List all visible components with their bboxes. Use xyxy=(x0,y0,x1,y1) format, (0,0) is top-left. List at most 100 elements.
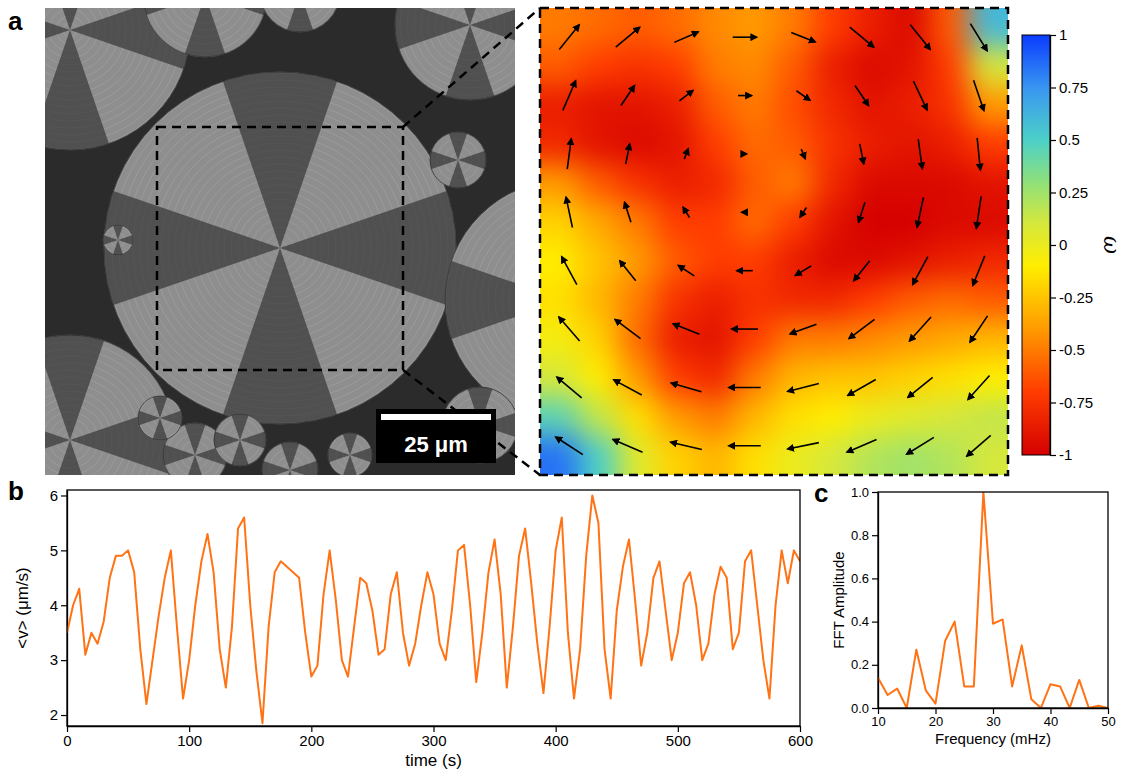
heatmap-cell xyxy=(969,47,1008,87)
spherulite-disc xyxy=(430,132,486,188)
heatmap-cell xyxy=(657,358,697,398)
tick: 2 xyxy=(50,706,67,723)
extinction-cross xyxy=(153,396,167,418)
heatmap-cell xyxy=(735,397,775,437)
spherulite xyxy=(260,8,340,32)
spherulite-disc xyxy=(45,335,175,475)
tick-label: 0.2 xyxy=(851,657,869,672)
spherulite xyxy=(262,442,318,475)
heatmap-cell xyxy=(891,436,931,475)
tick: 0.6 xyxy=(851,571,878,586)
tick-label: -0.75 xyxy=(1059,394,1093,411)
heatmap-cell xyxy=(969,436,1008,475)
tick: 0 xyxy=(63,726,71,749)
heatmap-cell xyxy=(774,358,814,398)
tick: 5 xyxy=(50,542,67,559)
extinction-cross xyxy=(449,160,467,188)
heatmap-cell xyxy=(696,436,736,475)
tick-label: 0.25 xyxy=(1059,184,1088,201)
tick-label: 1.0 xyxy=(851,485,869,500)
heatmap-cell xyxy=(774,164,814,204)
tick-mark xyxy=(61,495,67,496)
tick-mark xyxy=(1050,35,1056,36)
extinction-cross xyxy=(328,448,350,462)
heatmap-cell xyxy=(813,358,853,398)
heatmap-cell xyxy=(540,164,580,204)
heatmap-cell xyxy=(852,358,892,398)
plot-area xyxy=(878,492,1108,708)
spherulite-disc xyxy=(214,414,266,466)
tick: 0.5 xyxy=(1050,131,1080,148)
tick-label: 50 xyxy=(1101,714,1115,729)
heatmap-cell xyxy=(969,397,1008,437)
heatmap-cell xyxy=(891,397,931,437)
velocity-arrow xyxy=(737,270,753,272)
data-line xyxy=(67,495,800,723)
tick-label: 4 xyxy=(50,597,58,614)
tick-mark xyxy=(872,708,878,709)
velocity-arrow xyxy=(679,90,693,100)
heatmap-cell xyxy=(657,203,697,243)
heatmap-cell xyxy=(540,86,580,126)
tick-label: 0.6 xyxy=(851,571,869,586)
extinction-cross xyxy=(281,442,299,470)
heatmap-cell xyxy=(696,203,736,243)
colorbar xyxy=(1022,35,1050,455)
heatmap-cells xyxy=(540,8,1008,475)
micrograph xyxy=(45,8,515,475)
tick-mark xyxy=(872,492,878,493)
velocity-arrow xyxy=(743,153,747,155)
tick-label: 0.8 xyxy=(851,528,869,543)
heatmap-cell xyxy=(930,436,970,475)
spherulite xyxy=(445,180,515,420)
velocity-arrow xyxy=(559,317,580,341)
extinction-cross xyxy=(240,432,266,449)
heatmap-cell xyxy=(579,319,619,359)
velocity-arrow xyxy=(616,27,640,47)
velocity-arrow xyxy=(671,383,701,392)
tick-label: -0.5 xyxy=(1059,341,1085,358)
heatmap-cell xyxy=(774,397,814,437)
velocity-arrow xyxy=(563,81,576,111)
heatmap-cell xyxy=(852,86,892,126)
velocity-arrow xyxy=(788,443,819,449)
tick-mark xyxy=(1108,708,1109,714)
heatmap-cell xyxy=(852,242,892,282)
heatmap-cell xyxy=(813,203,853,243)
velocity-arrow xyxy=(626,144,630,164)
heatmap-cell xyxy=(657,164,697,204)
spherulite xyxy=(45,335,175,475)
velocity-arrow xyxy=(973,256,985,286)
heatmap-cell xyxy=(618,125,658,165)
tick-mark xyxy=(872,578,878,579)
heatmap-cell xyxy=(540,8,580,48)
spherulite xyxy=(138,396,182,440)
heatmap-cell xyxy=(618,358,658,398)
tick-label: 300 xyxy=(421,732,446,749)
heatmap-cell xyxy=(735,242,775,282)
tick: -0.75 xyxy=(1050,394,1093,411)
heatmap-cell xyxy=(735,125,775,165)
velocity-arrow xyxy=(566,197,572,227)
spherulite xyxy=(214,414,266,466)
tick-mark xyxy=(935,708,936,714)
heatmap-cell xyxy=(969,86,1008,126)
heatmap-cell xyxy=(618,164,658,204)
spherulite xyxy=(103,225,133,255)
heatmap-cell xyxy=(852,47,892,87)
plot-frame xyxy=(67,490,800,726)
tick-label: 0.75 xyxy=(1059,79,1088,96)
heatmap-cell xyxy=(930,86,970,126)
heatmap-cell xyxy=(540,125,580,165)
velocity-arrow xyxy=(909,317,931,341)
velocity-arrow xyxy=(621,86,635,106)
heatmap-cell xyxy=(774,319,814,359)
heatmap-cell xyxy=(891,280,931,320)
panel-label: c xyxy=(814,478,828,508)
velocity-arrow xyxy=(848,379,876,395)
heatmap-cell xyxy=(891,125,931,165)
extinction-cross xyxy=(113,240,123,255)
heatmap-cell xyxy=(930,203,970,243)
velocity-arrow xyxy=(913,257,928,285)
heatmap-cell xyxy=(696,8,736,48)
